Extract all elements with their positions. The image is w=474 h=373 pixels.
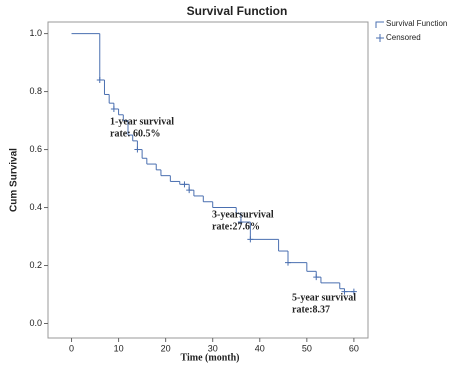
x-tick-label: 10 — [114, 343, 124, 353]
censored-mark — [186, 187, 193, 194]
y-tick-label: 0.0 — [29, 318, 42, 328]
annotation: rate:8.37 — [292, 304, 330, 315]
x-tick-label: 20 — [161, 343, 171, 353]
y-tick-label: 0.4 — [29, 202, 42, 212]
x-tick-label: 30 — [208, 343, 218, 353]
x-tick-label: 60 — [349, 343, 359, 353]
y-tick-label: 0.6 — [29, 144, 42, 154]
legend-swatch — [375, 21, 384, 28]
censored-mark — [247, 236, 254, 243]
annotation: rate:27.6% — [212, 221, 260, 232]
x-axis-label: Time (month) — [181, 352, 240, 363]
y-tick-label: 1.0 — [29, 28, 42, 38]
censored-mark — [134, 146, 141, 153]
x-tick-label: 0 — [69, 343, 74, 353]
legend-label: Censored — [386, 33, 421, 42]
annotation: 1-year survival — [110, 116, 174, 127]
chart-title: Survival Function — [187, 4, 288, 18]
y-axis-label: Cum Survival — [9, 148, 20, 212]
censored-mark — [285, 259, 291, 266]
legend-label: Survival Function — [386, 19, 447, 28]
censored-mark — [237, 219, 244, 226]
annotation: 3-yearsurvival — [212, 209, 274, 220]
x-tick-label: 40 — [255, 343, 265, 353]
annotation: rate: 60.5% — [110, 128, 161, 139]
y-tick-label: 0.2 — [29, 260, 42, 270]
annotation: 5-year survival — [292, 292, 356, 303]
censored-mark — [181, 181, 188, 188]
plot-frame — [47, 21, 369, 339]
x-tick-label: 50 — [302, 343, 312, 353]
censored-mark — [110, 105, 117, 112]
censored-mark — [313, 274, 320, 281]
censored-mark — [96, 76, 103, 83]
legend-swatch — [376, 34, 384, 42]
censored-mark — [341, 288, 348, 295]
censored-mark — [350, 288, 357, 295]
y-tick-label: 0.8 — [29, 86, 42, 96]
